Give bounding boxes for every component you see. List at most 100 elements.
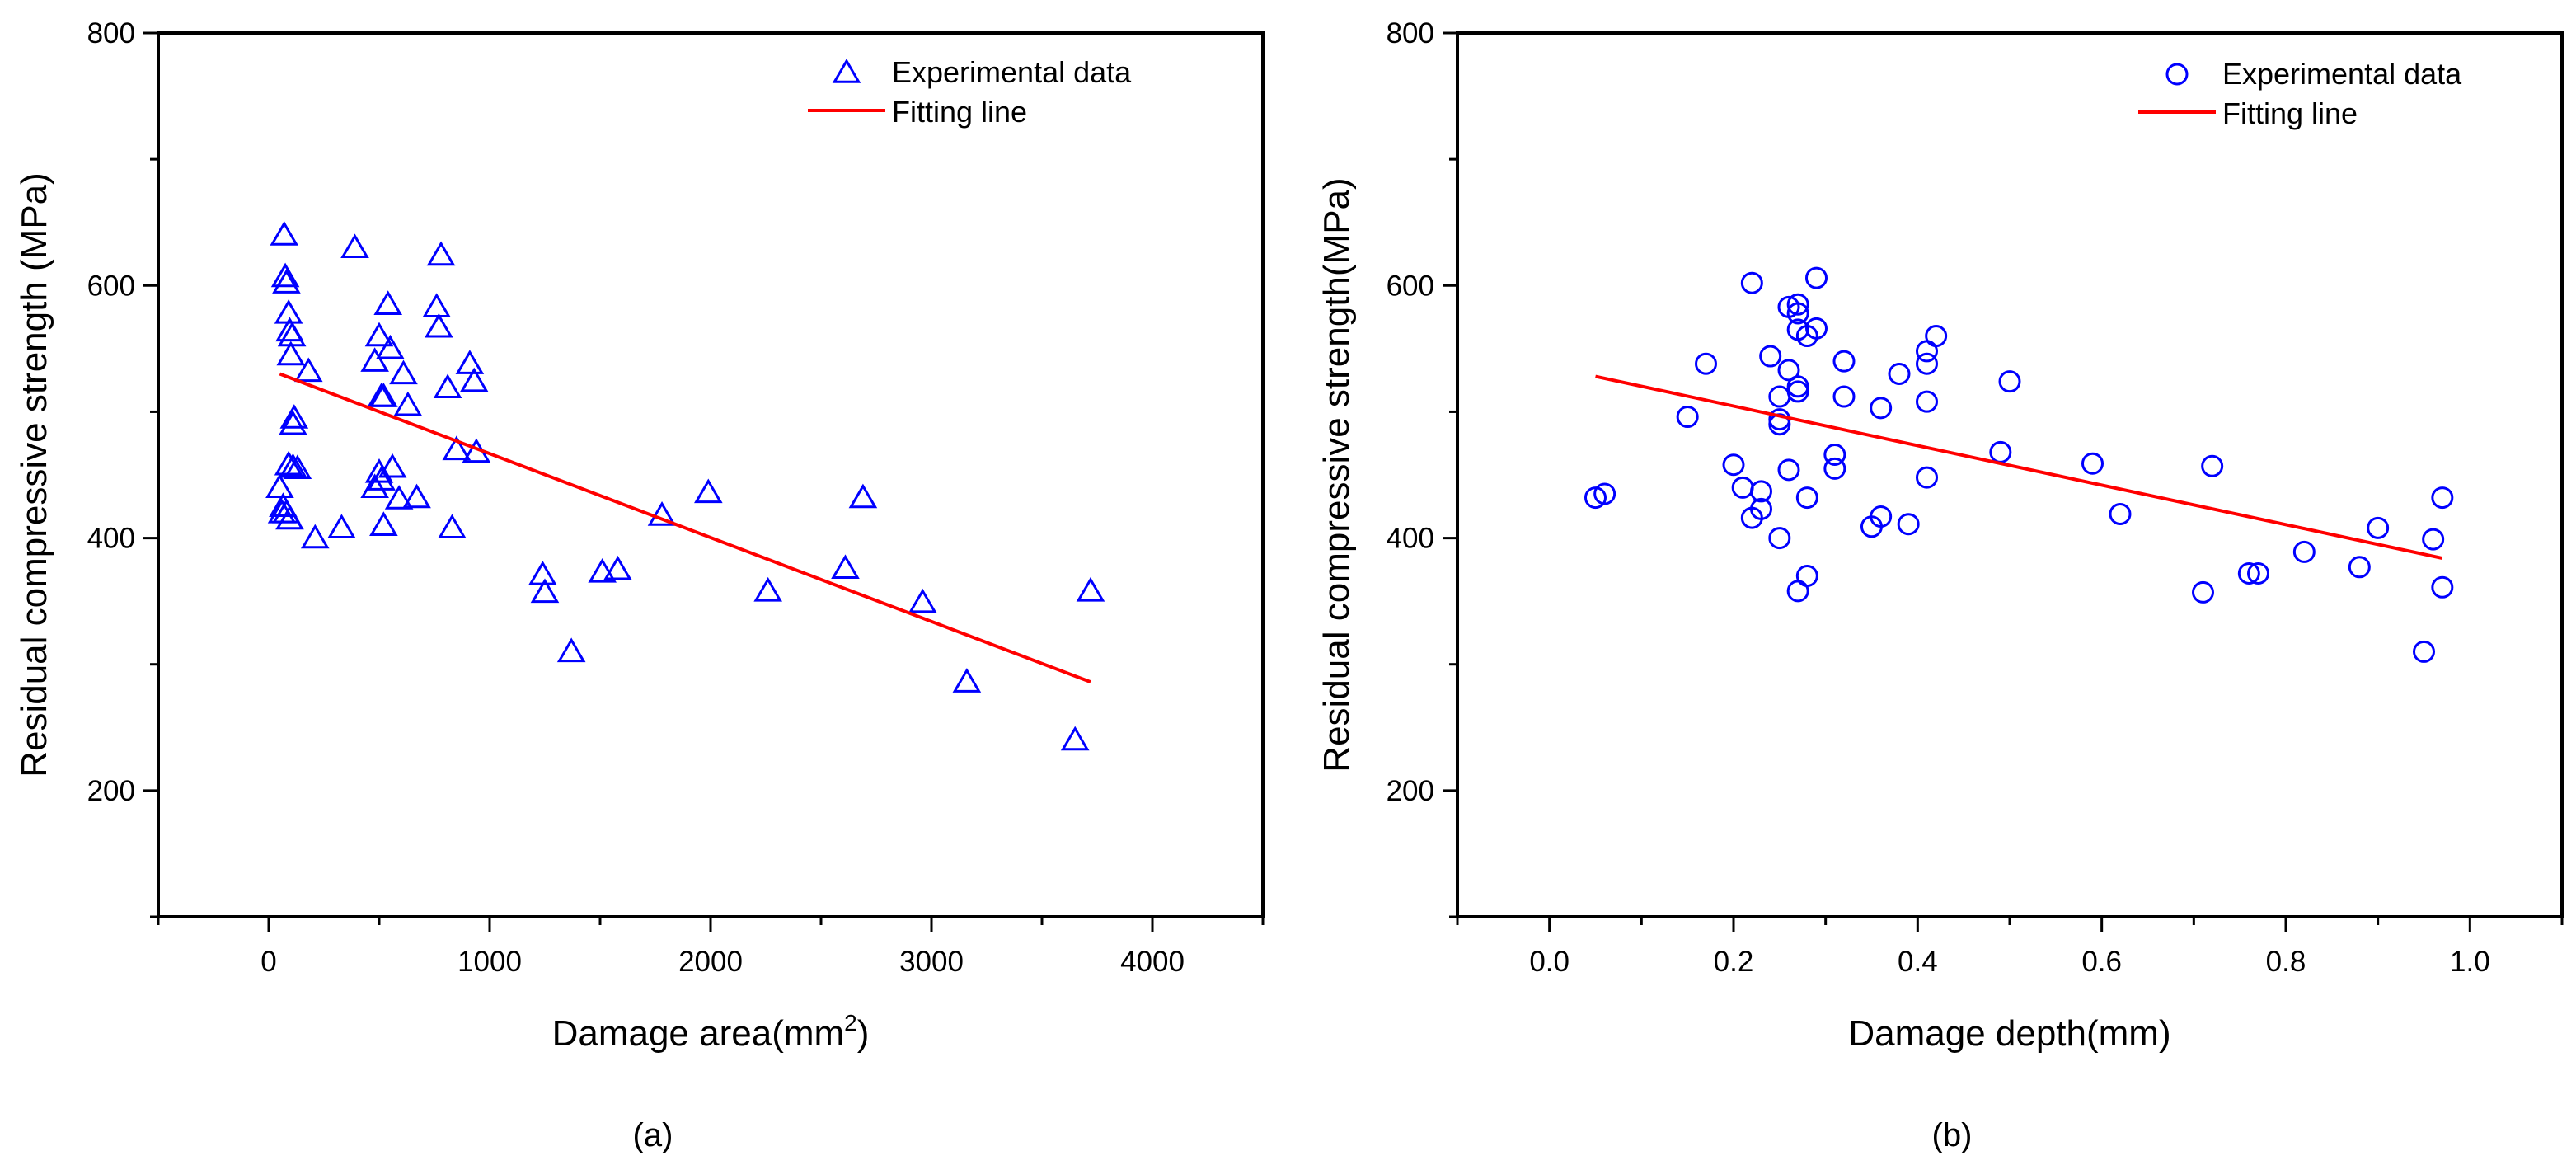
- legend-marker-experimental-b: [2165, 63, 2189, 86]
- data-point-a: [272, 269, 301, 294]
- legend-marker-experimental-a: [832, 59, 861, 83]
- data-points-a: [265, 221, 1105, 751]
- data-point-b: [1805, 266, 1828, 289]
- data-point-b: [1795, 565, 1818, 588]
- data-point-b: [2237, 561, 2260, 585]
- legend-label-fitting-a: Fitting line: [892, 95, 1027, 129]
- x-tick-label-b: 0.2: [1714, 946, 1754, 978]
- panel-label-b: (b): [1932, 1117, 1973, 1153]
- x-tick-label-a: 1000: [457, 946, 522, 978]
- x-tick-label-b: 0.8: [2266, 946, 2306, 978]
- legend-b: Experimental data Fitting line: [2138, 57, 2462, 130]
- data-point-a: [360, 473, 389, 499]
- data-point-a: [433, 373, 462, 399]
- data-point-a: [694, 478, 723, 504]
- data-point-a: [364, 322, 394, 347]
- data-point-a: [530, 578, 560, 604]
- y-tick-label-b: 200: [1387, 775, 1434, 807]
- data-point-a: [588, 557, 617, 583]
- x-tick-label-a: 2000: [678, 946, 743, 978]
- data-point-a: [265, 473, 294, 499]
- data-point-b: [1925, 325, 1948, 348]
- data-point-a: [378, 453, 407, 478]
- data-point-b: [1823, 443, 1846, 466]
- data-point-a: [367, 466, 396, 491]
- data-point-a: [556, 637, 586, 663]
- data-point-b: [1750, 497, 1772, 520]
- data-point-b: [1786, 375, 1809, 398]
- panel-label-a: (a): [633, 1117, 673, 1153]
- data-point-b: [1998, 370, 2021, 393]
- data-point-b: [1777, 359, 1800, 382]
- data-point-b: [1897, 513, 1920, 536]
- x-axis-title-superscript-a: 2: [844, 1010, 857, 1036]
- data-point-a: [459, 367, 489, 392]
- data-point-a: [300, 524, 330, 549]
- data-point-b: [2413, 640, 2435, 663]
- data-point-b: [1795, 486, 1818, 510]
- data-point-a: [422, 293, 451, 318]
- y-tick-label-a: 400: [87, 523, 135, 555]
- y-tick-label-b: 400: [1387, 523, 1434, 555]
- data-point-a: [279, 404, 309, 429]
- data-point-b: [1870, 505, 1893, 528]
- y-tick-label-b: 800: [1387, 17, 1434, 49]
- data-point-b: [1786, 380, 1809, 403]
- data-point-b: [1750, 480, 1772, 503]
- data-point-a: [270, 221, 299, 246]
- data-point-b: [1722, 453, 1745, 477]
- data-point-b: [2431, 486, 2454, 510]
- data-point-a: [369, 383, 398, 407]
- x-axis-title-a: Damage area(mm2): [552, 1010, 870, 1054]
- x-tick-label-b: 0.0: [1529, 946, 1570, 978]
- data-point-b: [2247, 561, 2269, 585]
- data-point-a: [340, 233, 369, 259]
- data-point-b: [2292, 540, 2316, 563]
- data-point-b: [2192, 580, 2214, 604]
- data-point-b: [1870, 397, 1893, 420]
- x-tick-label-a: 4000: [1120, 946, 1185, 978]
- data-point-b: [1916, 352, 1938, 375]
- fitting-line-a: [279, 372, 1091, 684]
- data-point-a: [393, 391, 423, 416]
- data-point-a: [279, 453, 307, 478]
- y-tick-label-a: 200: [87, 775, 135, 807]
- data-point-a: [442, 435, 472, 461]
- data-point-b: [1676, 406, 1699, 429]
- data-point-b: [1786, 293, 1809, 316]
- data-point-a: [376, 334, 405, 359]
- data-point-a: [647, 501, 677, 526]
- chart-panel-b: 0.0 0.2 0.4 0.6 0.8 1.0 200 400 600 800 Damage dep…: [1316, 17, 2564, 1153]
- fitting-line-b: [1595, 374, 2443, 561]
- legend-label-experimental-b: Experimental data: [2222, 57, 2462, 91]
- plot-frame-a: [157, 31, 1265, 918]
- data-point-b: [1593, 482, 1616, 505]
- data-point-a: [1060, 726, 1090, 751]
- data-point-a: [270, 262, 300, 288]
- data-point-b: [2431, 575, 2454, 599]
- data-point-a: [373, 290, 403, 315]
- data-point-a: [274, 450, 303, 476]
- data-point-a: [293, 357, 323, 383]
- x-tick-label-b: 1.0: [2450, 946, 2490, 978]
- data-point-a: [327, 514, 356, 539]
- data-point-b: [1989, 440, 2012, 463]
- data-point-b: [1805, 317, 1828, 340]
- data-point-b: [2348, 556, 2371, 579]
- data-point-a: [455, 350, 485, 374]
- legend-label-fitting-b: Fitting line: [2222, 96, 2358, 130]
- y-axis-title-b: Residual compressive strength(MPa): [1316, 177, 1357, 772]
- data-point-a: [528, 561, 557, 585]
- data-point-b: [1768, 385, 1791, 408]
- data-point-a: [952, 668, 982, 693]
- data-point-b: [1777, 458, 1800, 482]
- data-point-b: [1695, 352, 1717, 375]
- data-point-a: [603, 555, 632, 580]
- plot-frame-b: [1456, 31, 2564, 918]
- x-tick-label-a: 3000: [899, 946, 964, 978]
- data-point-a: [389, 359, 418, 385]
- data-point-a: [1076, 576, 1105, 602]
- data-point-b: [1759, 345, 1782, 368]
- chart-panel-a: 0 1000 2000 3000 4000 200 400 600 800 Damage area…: [14, 17, 1265, 1153]
- data-point-b: [1740, 271, 1763, 294]
